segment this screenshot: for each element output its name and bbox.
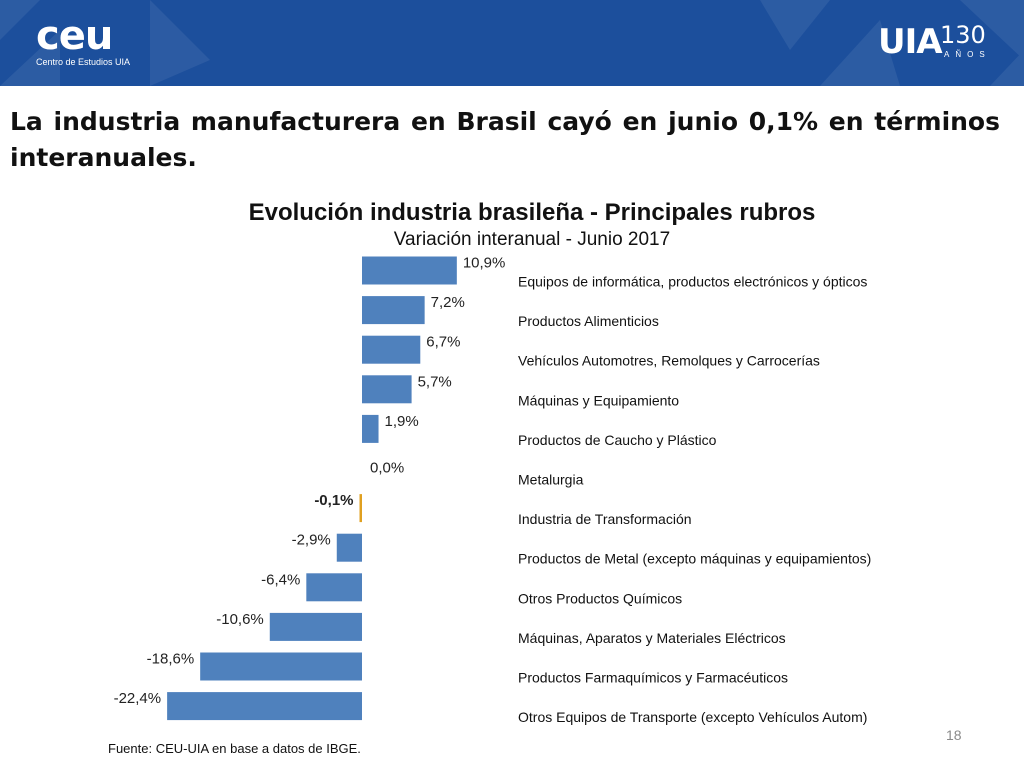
data-label: -0,1% bbox=[314, 492, 353, 509]
data-label: -22,4% bbox=[114, 690, 162, 707]
data-label: 7,2% bbox=[431, 294, 465, 311]
header-banner: ceu Centro de Estudios UIA UIA 130 AÑOS bbox=[0, 0, 1024, 86]
bar bbox=[306, 573, 362, 602]
chart-title: Evolución industria brasileña - Principa… bbox=[248, 199, 816, 226]
category-label: Productos de Metal (excepto máquinas y e… bbox=[518, 551, 871, 567]
category-label: Industria de Transformación bbox=[518, 511, 692, 527]
bar bbox=[362, 256, 457, 285]
data-label: -18,6% bbox=[147, 651, 195, 668]
category-label: Otros Equipos de Transporte (excepto Veh… bbox=[518, 709, 867, 725]
category-label: Equipos de informática, productos electr… bbox=[518, 274, 867, 290]
bar bbox=[336, 533, 362, 562]
category-label: Máquinas, Aparatos y Materiales Eléctric… bbox=[518, 630, 786, 646]
category-label: Metalurgia bbox=[518, 472, 584, 488]
bar bbox=[200, 652, 362, 681]
ceu-logo-subtitle: Centro de Estudios UIA bbox=[36, 57, 131, 67]
bar bbox=[269, 612, 362, 641]
uia-logo-word: UIA bbox=[878, 22, 943, 62]
category-label: Productos Alimenticios bbox=[518, 313, 659, 329]
data-label: -6,4% bbox=[261, 571, 300, 588]
data-label: -10,6% bbox=[216, 611, 264, 628]
category-label: Otros Productos Químicos bbox=[518, 590, 682, 606]
data-label: 6,7% bbox=[426, 334, 460, 351]
chart-subtitle: Variación interanual - Junio 2017 bbox=[393, 229, 671, 250]
source-note: Fuente: CEU-UIA en base a datos de IBGE. bbox=[108, 741, 361, 756]
category-label: Productos de Caucho y Plástico bbox=[518, 432, 717, 448]
data-label: 1,9% bbox=[385, 413, 419, 430]
bar bbox=[362, 335, 421, 364]
ceu-logo-word: ceu bbox=[36, 13, 113, 59]
category-label: Vehículos Automotres, Remolques y Carroc… bbox=[518, 353, 820, 369]
bar bbox=[362, 375, 412, 404]
bar bbox=[362, 414, 379, 443]
data-label: 5,7% bbox=[418, 373, 452, 390]
bar bbox=[167, 692, 362, 721]
ceu-logo: ceu Centro de Estudios UIA bbox=[36, 13, 131, 68]
category-label: Máquinas y Equipamiento bbox=[518, 392, 679, 408]
uia-logo-number: 130 bbox=[940, 21, 986, 49]
header-triangle-pattern bbox=[0, 0, 1024, 86]
category-label: Productos Farmaquímicos y Farmacéuticos bbox=[518, 670, 788, 686]
data-label: 10,9% bbox=[463, 255, 506, 272]
data-label: 0,0% bbox=[370, 460, 404, 477]
uia-logo-anos: AÑOS bbox=[944, 50, 991, 59]
page-headline: La industria manufacturera en Brasil cay… bbox=[10, 107, 1000, 172]
bar bbox=[362, 296, 425, 325]
data-label: -2,9% bbox=[292, 532, 331, 549]
bar bbox=[359, 494, 362, 523]
bar-chart: 10,9% Equipos de informática, productos e… bbox=[114, 255, 872, 726]
page-number: 18 bbox=[946, 727, 962, 743]
